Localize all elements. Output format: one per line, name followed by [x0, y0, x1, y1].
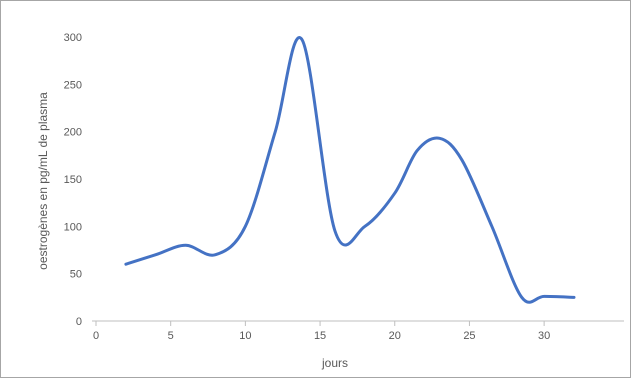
x-tick-label: 25 — [463, 330, 475, 342]
x-tick-label: 0 — [93, 330, 99, 342]
y-tick-label: 50 — [70, 269, 82, 281]
x-tick-label: 30 — [538, 330, 550, 342]
x-tick-label: 15 — [314, 330, 326, 342]
x-tick-label: 10 — [239, 330, 251, 342]
x-tick-labels: 0 5 10 15 20 25 30 — [93, 330, 550, 342]
y-axis-title: oestrogènes en pg/mL de plasma — [36, 92, 50, 270]
x-tick-label: 20 — [389, 330, 401, 342]
x-tick-label: 5 — [168, 330, 174, 342]
series-line — [124, 36, 576, 304]
x-tick-marks — [95, 321, 545, 326]
y-tick-label: 150 — [64, 174, 82, 186]
series-group — [124, 36, 576, 304]
y-tick-label: 0 — [76, 316, 82, 328]
y-tick-label: 300 — [64, 32, 82, 44]
y-tick-label: 100 — [64, 221, 82, 233]
x-axis-title: jours — [321, 356, 348, 370]
y-tick-labels: 0 50 100 150 200 250 300 — [64, 32, 82, 328]
y-tick-label: 250 — [64, 79, 82, 91]
y-tick-label: 200 — [64, 127, 82, 139]
